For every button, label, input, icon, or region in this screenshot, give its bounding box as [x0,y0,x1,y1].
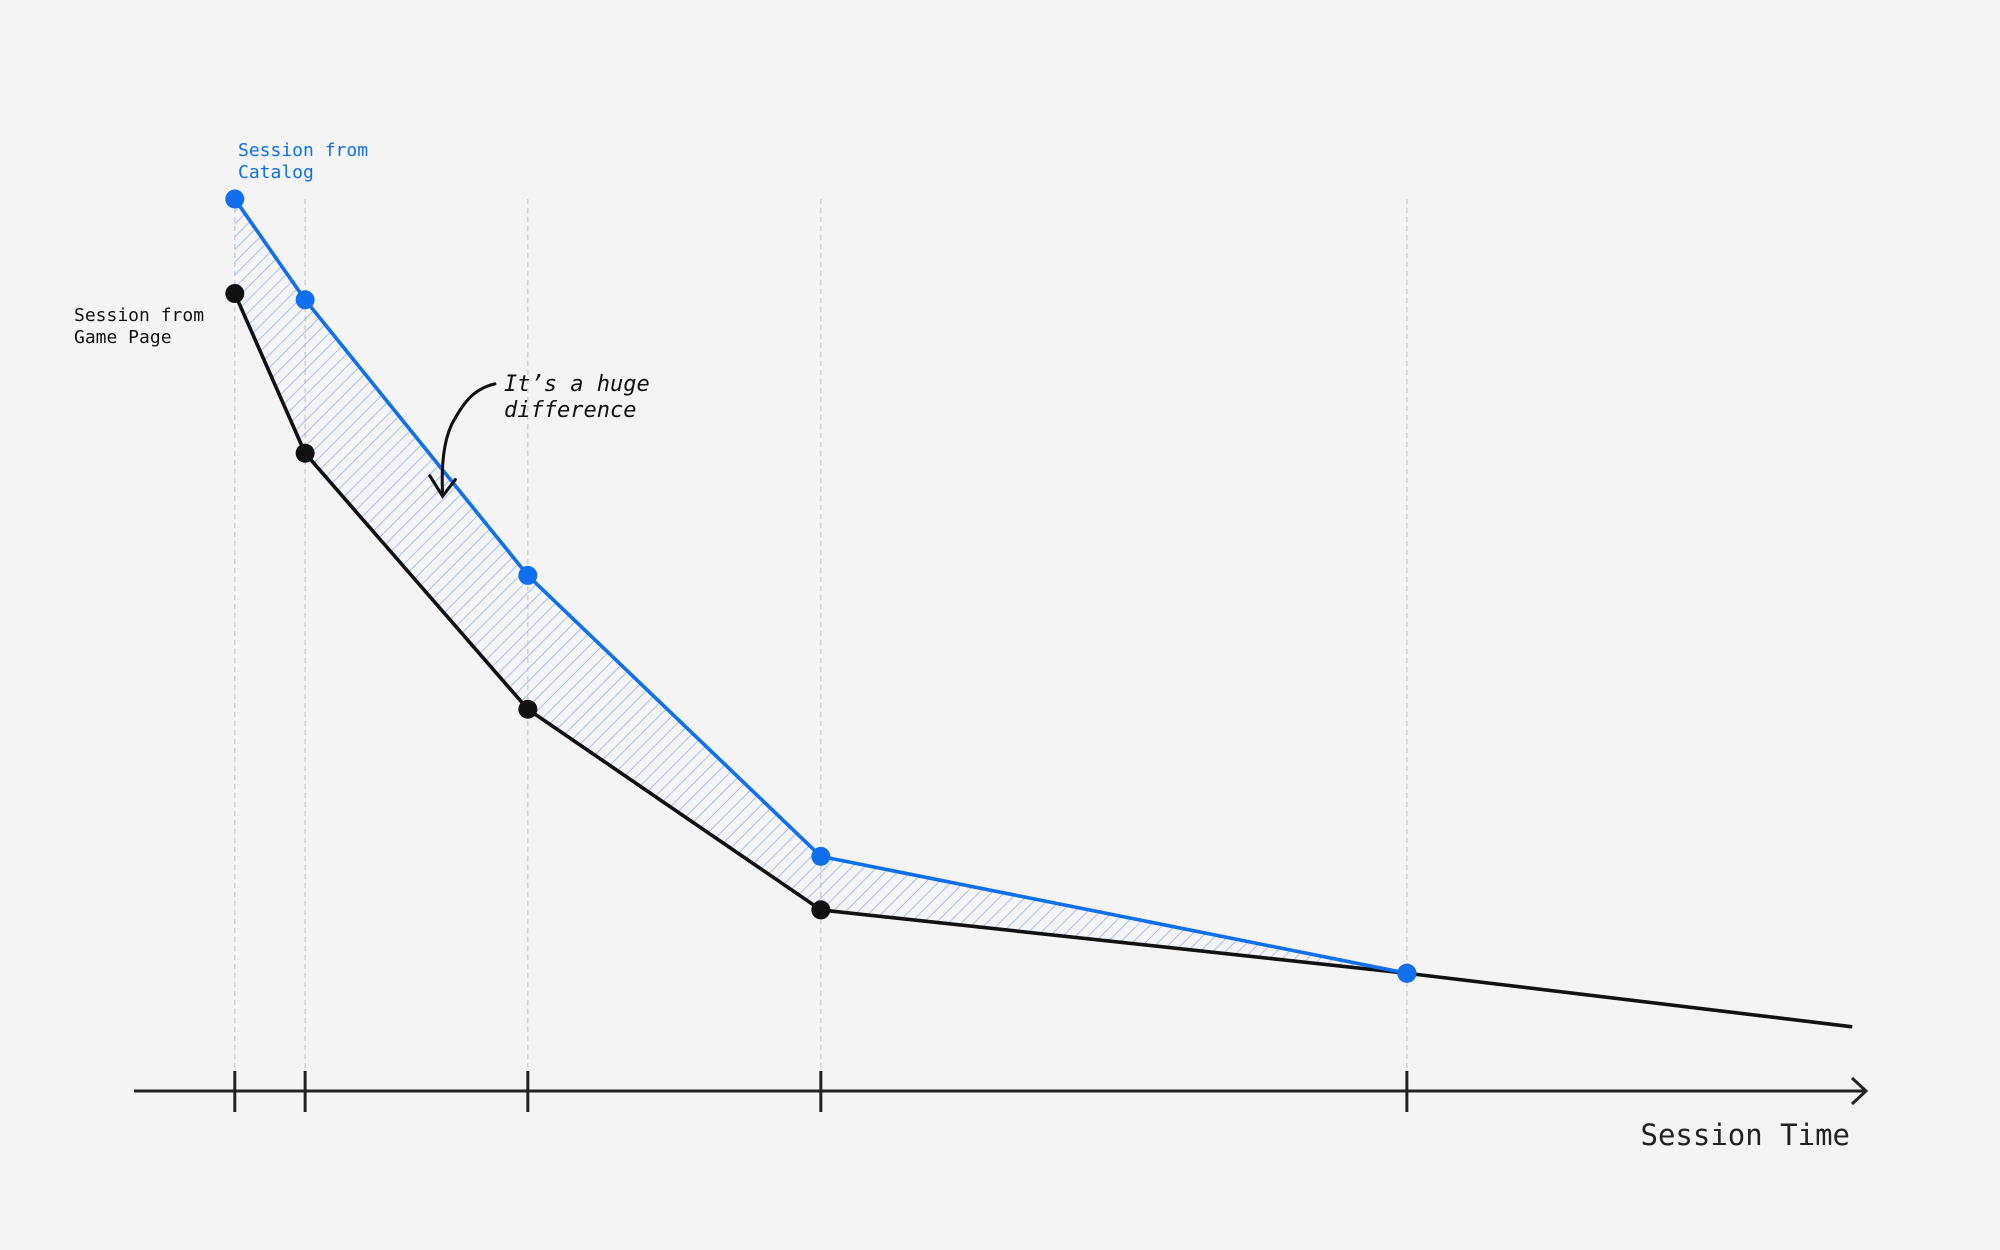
data-point [811,900,831,920]
data-point [518,565,538,585]
series-label: Session from Catalog [238,140,369,183]
data-point [225,284,245,304]
annotation: It’s a huge difference [504,372,650,424]
data-point [295,443,315,463]
data-point [225,189,245,209]
series-label: Session from Game Page [74,305,205,348]
annotation-arrow [428,382,497,499]
data-point [518,699,538,719]
data-point [295,290,315,310]
x-axis-label: Session Time [1640,1118,1850,1152]
series-line [233,292,1853,1029]
data-point [811,846,831,866]
x-axis-arrow [1850,1076,1869,1106]
difference-area [234,199,1407,974]
data-point [1397,963,1417,983]
